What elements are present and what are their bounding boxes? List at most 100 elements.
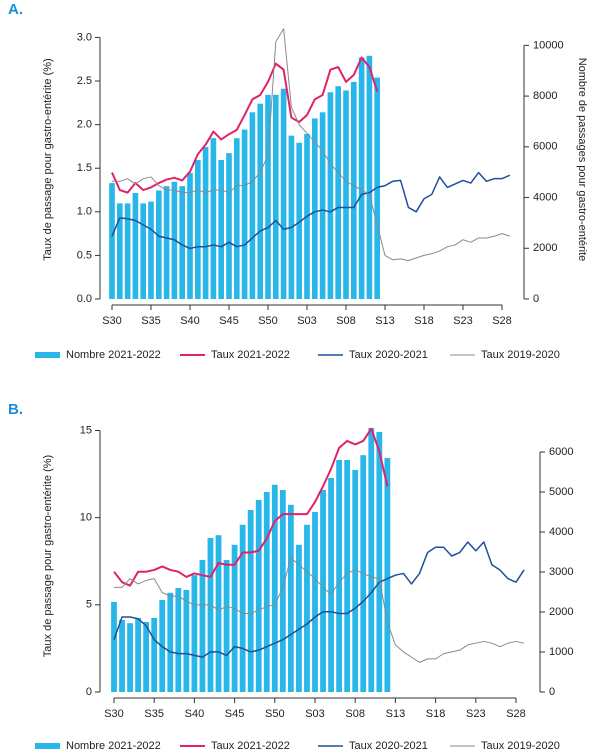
bar [265, 94, 271, 299]
y-tick-label: 1.5 [77, 162, 92, 174]
bar [194, 160, 201, 299]
bar [202, 147, 209, 299]
x-tick-label: S50 [258, 315, 278, 327]
bar [218, 160, 225, 299]
x-tick-label: S18 [426, 708, 446, 720]
bar [210, 138, 217, 299]
bar [124, 203, 131, 299]
bar [140, 203, 147, 299]
y2-tick-label: 6000 [549, 446, 573, 458]
bar [183, 590, 190, 692]
line [113, 427, 389, 587]
bar [151, 618, 158, 692]
bar [163, 186, 170, 299]
x-tick-label: S35 [141, 315, 161, 327]
y2-tick-label: 5000 [549, 486, 573, 498]
y-tick-label: 3.0 [77, 31, 92, 43]
x-tick-label: S35 [144, 708, 164, 720]
legend-label: Taux 2019-2020 [481, 349, 560, 361]
y2-tick-label: 10000 [533, 39, 564, 51]
bar [312, 512, 318, 692]
bar [127, 623, 133, 692]
x-tick-label: S40 [180, 315, 200, 327]
bar [287, 504, 294, 692]
y-tick-label: 5 [86, 599, 92, 611]
bar [384, 458, 391, 692]
legend-label: Taux 2019-2020 [481, 740, 560, 752]
line [111, 56, 379, 194]
bar [233, 138, 240, 299]
bar [155, 190, 162, 299]
bar [191, 575, 198, 692]
y2-tick-label: 1000 [549, 646, 573, 658]
bar [199, 560, 206, 692]
bar [358, 57, 365, 300]
y-tick-label: 0.0 [77, 293, 92, 305]
x-tick-label: S30 [102, 315, 122, 327]
bar [288, 135, 295, 299]
bar [187, 172, 193, 299]
line [113, 541, 525, 658]
bar [135, 618, 142, 692]
bar [175, 588, 182, 692]
bar [350, 81, 357, 300]
x-tick-label: S28 [506, 708, 526, 720]
bar [241, 129, 248, 299]
x-tick-label: S08 [336, 315, 356, 327]
y-tick-label: 0 [86, 686, 92, 698]
bar [111, 602, 117, 692]
bar [320, 490, 326, 692]
line [112, 28, 510, 262]
bar [335, 86, 342, 299]
bar [319, 112, 326, 299]
bar [116, 203, 123, 299]
x-tick-label: S23 [453, 315, 473, 327]
bar [109, 183, 115, 299]
legend-label: Taux 2021-2022 [211, 349, 290, 361]
bar [328, 478, 334, 692]
bar [143, 622, 150, 692]
bar [255, 500, 262, 692]
bar [279, 490, 286, 692]
bar [280, 88, 287, 300]
y2-axis-label: Nombre de passages pour gastro-entérite [576, 58, 588, 262]
x-tick-label: S13 [375, 315, 395, 327]
bar [215, 535, 222, 692]
bar [132, 192, 139, 299]
panel-label: A. [8, 1, 23, 18]
bar [311, 118, 318, 299]
line [114, 557, 525, 663]
bar [296, 142, 303, 299]
x-tick-label: S03 [297, 315, 317, 327]
y-axis-label: Taux de passage pour gastro-entérite (%) [42, 455, 54, 657]
bar [207, 538, 214, 692]
y2-tick-label: 2000 [533, 242, 557, 254]
bar [239, 524, 246, 692]
x-tick-label: S08 [345, 708, 365, 720]
bar [249, 112, 256, 299]
bar [336, 460, 343, 692]
x-tick-label: S50 [265, 708, 285, 720]
y2-tick-label: 0 [533, 293, 539, 305]
panel-label: B. [8, 401, 23, 418]
bar [247, 510, 254, 692]
legend-label: Taux 2021-2022 [211, 740, 290, 752]
y-tick-label: 2.0 [77, 119, 92, 131]
bar [257, 103, 264, 299]
x-tick-label: S45 [225, 708, 245, 720]
y2-tick-label: 4000 [549, 526, 573, 538]
bar [223, 560, 230, 692]
y-tick-label: 15 [80, 424, 92, 436]
y2-tick-label: 8000 [533, 90, 557, 102]
y-tick-label: 2.5 [77, 75, 92, 87]
y2-tick-label: 4000 [533, 191, 557, 203]
bar [352, 470, 359, 692]
x-tick-label: S40 [185, 708, 205, 720]
bar [271, 484, 278, 692]
x-tick-label: S13 [386, 708, 406, 720]
x-tick-label: S23 [466, 708, 486, 720]
legend-label: Taux 2020-2021 [349, 740, 428, 752]
bar [179, 186, 186, 299]
bar [304, 524, 310, 692]
